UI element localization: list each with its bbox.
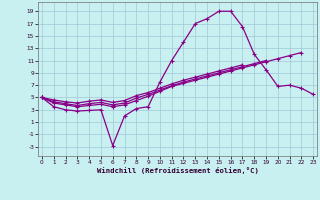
X-axis label: Windchill (Refroidissement éolien,°C): Windchill (Refroidissement éolien,°C) (97, 167, 259, 174)
